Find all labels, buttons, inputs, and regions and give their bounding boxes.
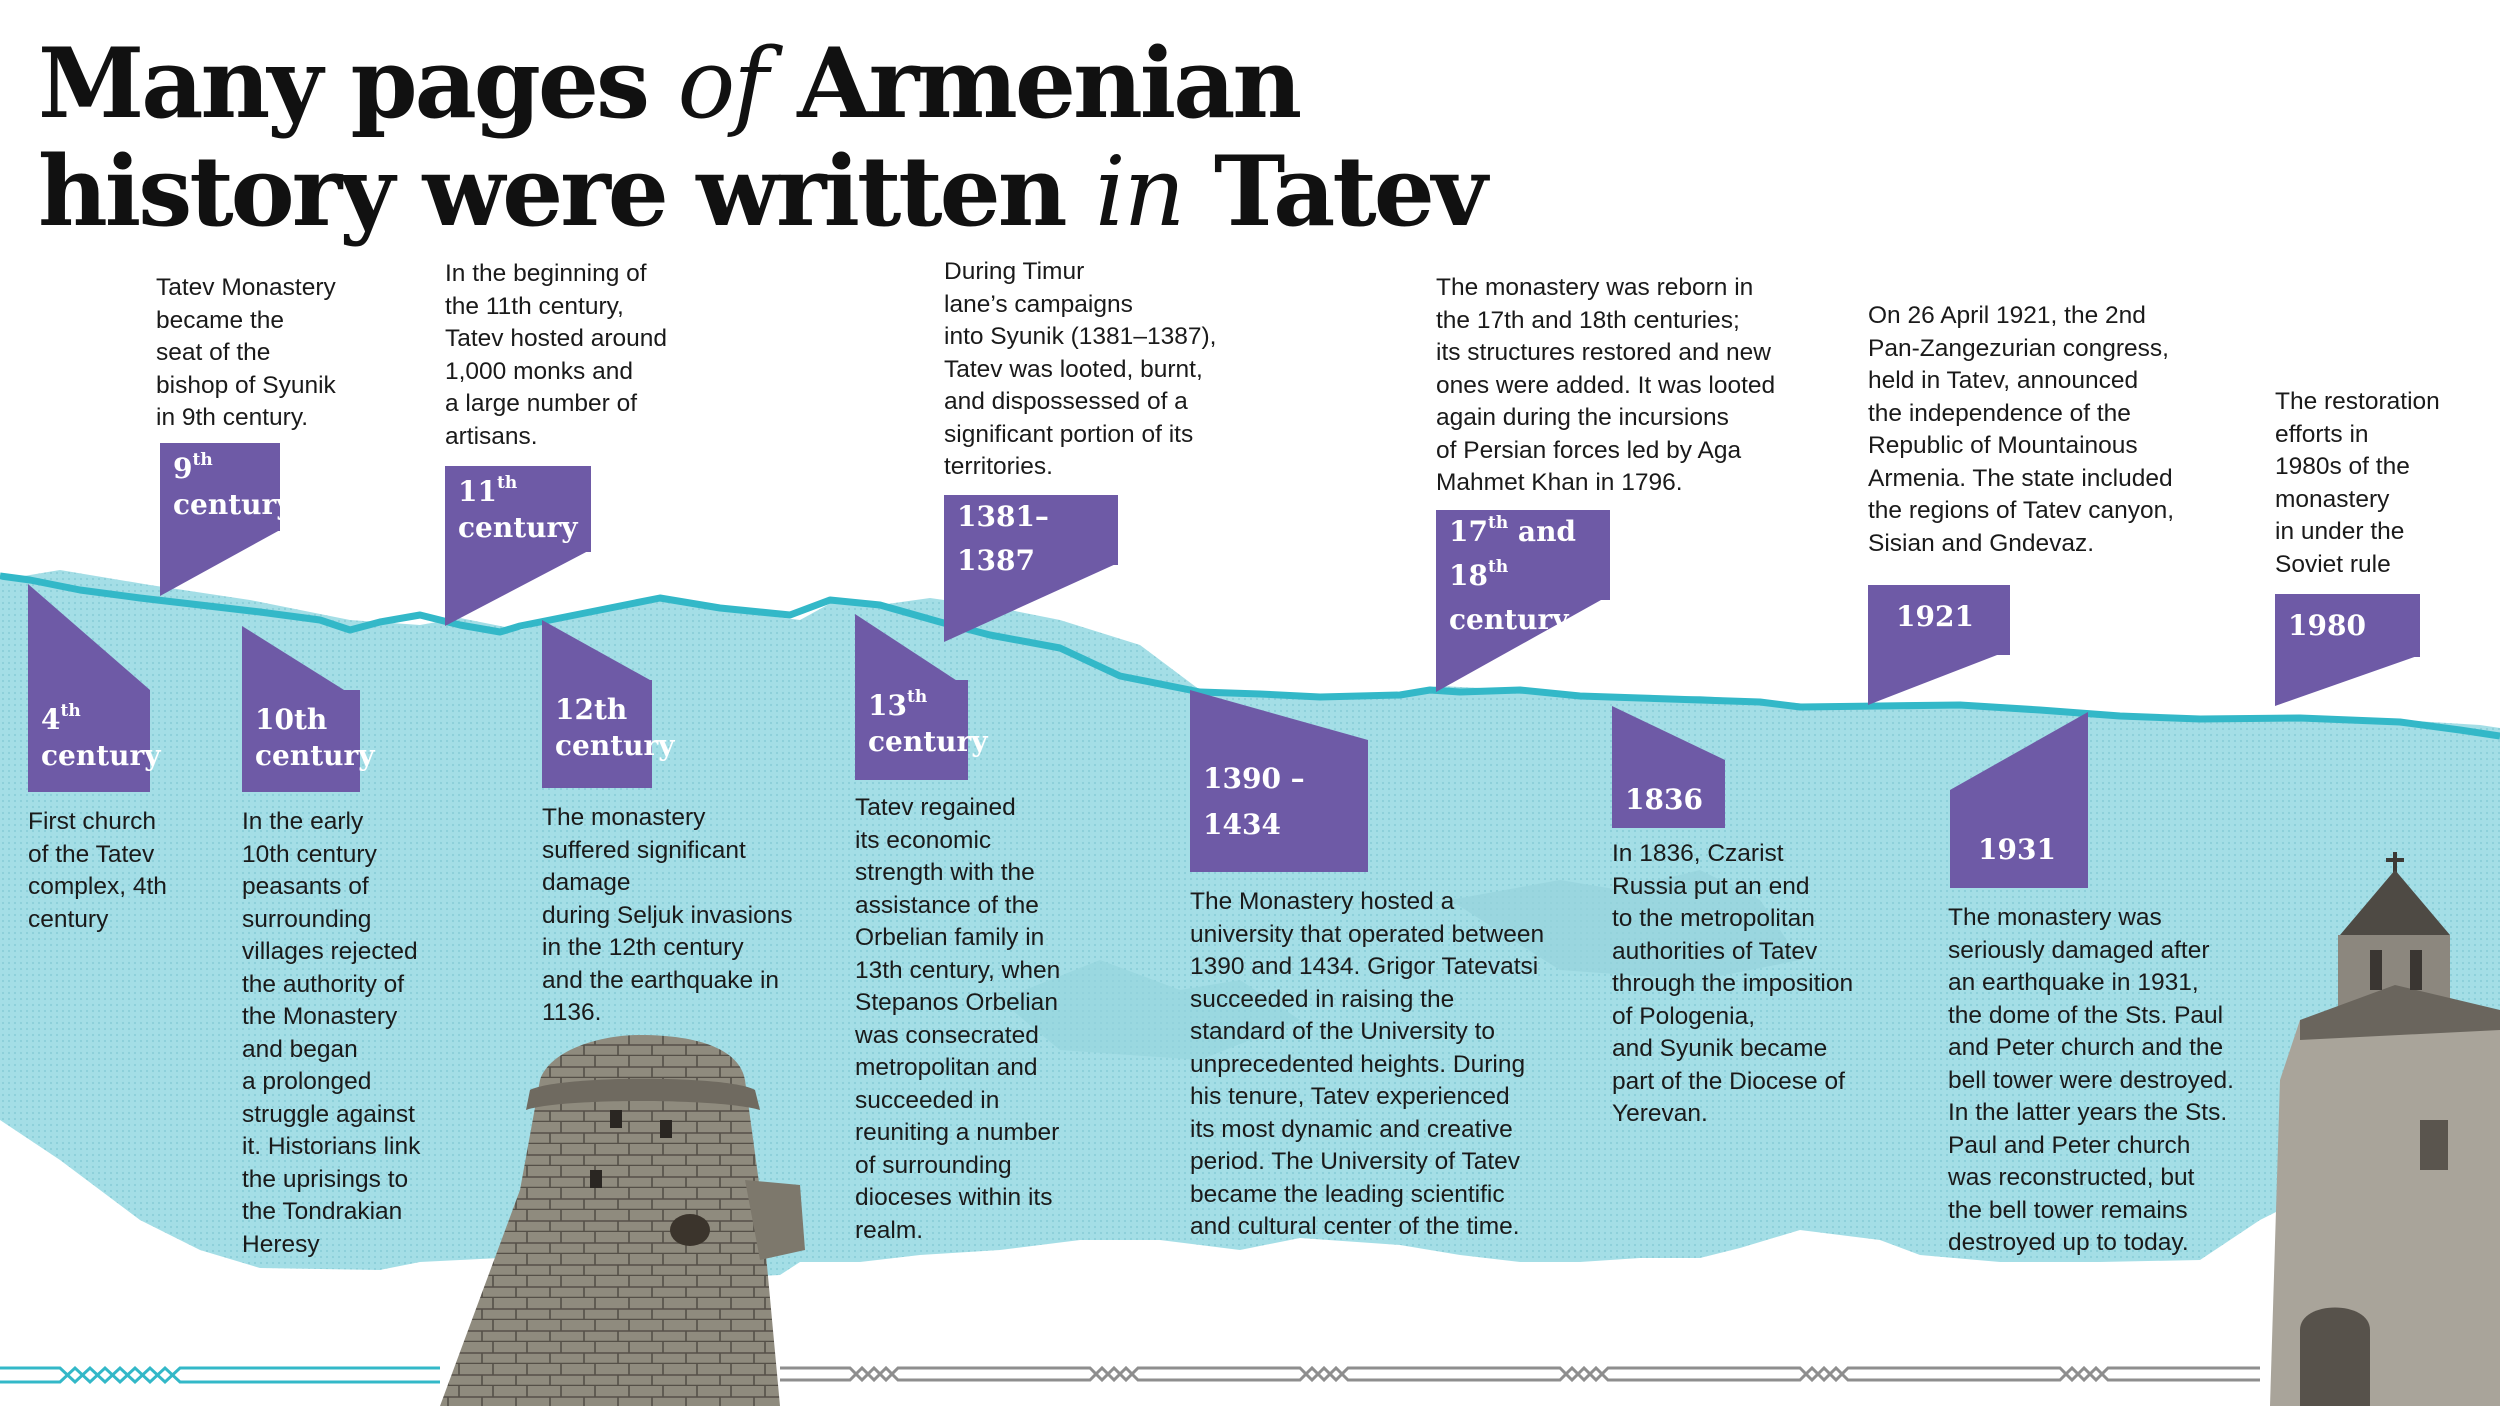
- title-text: history were written: [38, 135, 1095, 248]
- title-text: Armenian: [766, 27, 1302, 140]
- page-title: Many pages of Armenian history were writ…: [38, 27, 1488, 248]
- event-text-12th-century: The monastery suffered significant damag…: [542, 804, 793, 1026]
- period-label-4th-century: 4th century: [28, 690, 161, 792]
- period-label-1980: 1980: [2275, 594, 2420, 657]
- event-text-9th-century: Tatev Monastery became the seat of the b…: [156, 274, 336, 431]
- period-label-1931: 1931: [1950, 790, 2088, 888]
- event-text-1836: In 1836, Czarist Russia put an end to th…: [1612, 840, 1854, 1127]
- ornament-border: [0, 1365, 2260, 1385]
- timeline-line: [0, 572, 2500, 740]
- title-text: Many pages: [38, 27, 678, 140]
- event-text-13th-century: Tatev regained its economic strength wit…: [855, 794, 1061, 1244]
- event-text-4th-century: First church of the Tatev complex, 4th c…: [28, 808, 167, 933]
- period-label-11th-century: 11th century: [445, 466, 591, 552]
- event-text-1931: The monastery was seriously damaged afte…: [1948, 904, 2234, 1256]
- period-label-1381-1387: 1381– 1387: [944, 495, 1118, 577]
- event-text-11th-century: In the beginning of the 11th century, Ta…: [445, 260, 668, 450]
- title-text: Tatev: [1183, 135, 1488, 248]
- period-label-17th-18th-century: 17th and 18th century: [1436, 510, 1610, 636]
- event-text-1390-1434: The Monastery hosted a university that o…: [1190, 888, 1545, 1240]
- period-label-13th-century: 13th century: [855, 680, 988, 780]
- stone-tower-image: [440, 1035, 805, 1406]
- title-text: in: [1094, 136, 1186, 248]
- period-label-12th-century: 12th century: [542, 680, 675, 788]
- period-label-9th-century: 9th century: [160, 443, 293, 531]
- period-label-1921: 1921: [1868, 585, 2010, 655]
- event-text-1381-1387: During Timur lane’s campaigns into Syuni…: [944, 258, 1217, 480]
- church-image: [2270, 852, 2500, 1406]
- marker-tails: [28, 530, 2420, 790]
- event-text-1980: The restoration efforts in 1980s of the …: [2275, 388, 2440, 578]
- period-label-1836: 1836: [1612, 760, 1725, 828]
- period-label-1390-1434: 1390 –1434: [1190, 740, 1368, 872]
- event-text-17th-18th-century: The monastery was reborn in the 17th and…: [1436, 274, 1776, 496]
- event-text-10th-century: In the early 10th century peasants of su…: [242, 808, 421, 1258]
- period-label-10th-century: 10th century: [242, 690, 375, 792]
- title-text: of: [677, 28, 768, 140]
- event-text-1921: On 26 April 1921, the 2nd Pan-Zangezuria…: [1868, 302, 2174, 557]
